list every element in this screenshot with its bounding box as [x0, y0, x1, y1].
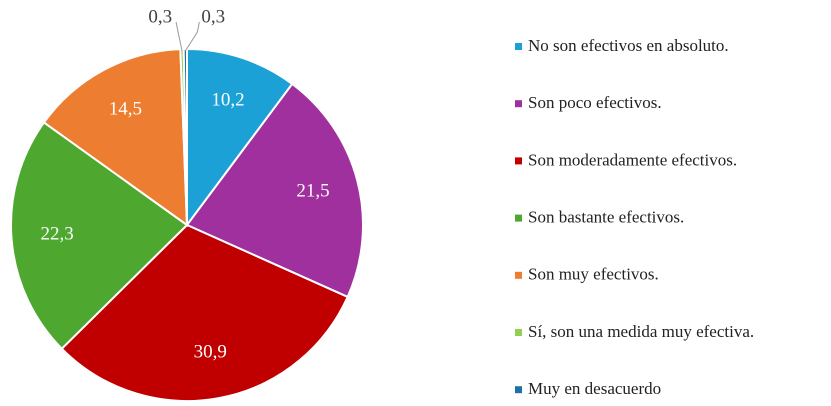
legend-marker [515, 329, 522, 336]
data-label: 0,3 [148, 6, 172, 27]
data-label: 0,3 [201, 6, 225, 27]
legend-label: No son efectivos en absoluto. [528, 36, 729, 55]
legend-label: Son muy efectivos. [528, 265, 659, 284]
leader-line [175, 21, 183, 52]
legend-label: Son bastante efectivos. [528, 208, 684, 227]
legend-marker [515, 100, 522, 108]
legend-label: Muy en desacuerdo [528, 379, 661, 398]
legend-marker [515, 271, 522, 279]
data-label: 14,5 [109, 99, 142, 120]
legend-marker [515, 157, 522, 165]
legend-marker [515, 386, 522, 394]
leader-line [184, 21, 200, 52]
pie-slice [186, 47, 294, 229]
data-label: 22,3 [41, 224, 74, 245]
legend-label: Son poco efectivos. [528, 93, 662, 112]
legend-label: Son moderadamente efectivos. [528, 150, 737, 169]
legend-label: Sí, son una medida muy efectiva. [528, 322, 754, 341]
legend-marker [515, 214, 522, 222]
pie-slice [10, 121, 189, 351]
pie-slice [60, 223, 349, 402]
data-label: 21,5 [296, 181, 329, 202]
data-label: 30,9 [194, 342, 227, 363]
legend-marker [515, 43, 522, 50]
pie-slice [42, 48, 189, 228]
data-label: 10,2 [211, 90, 244, 111]
